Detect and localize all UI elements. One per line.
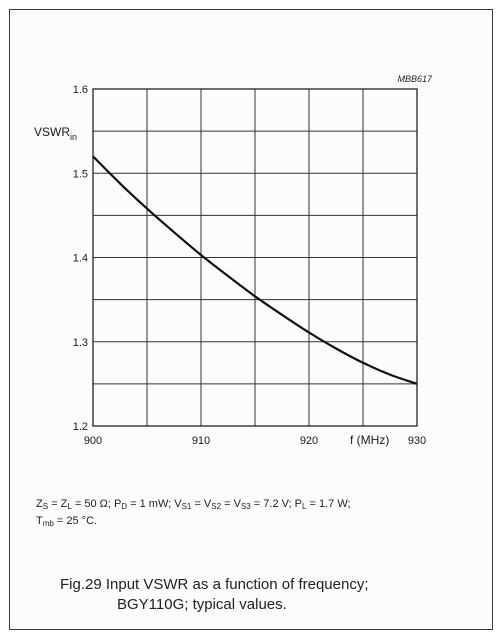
- x-tick-label: 900: [84, 435, 102, 447]
- x-tick-label: 910: [192, 435, 210, 447]
- figure-caption: Fig.29 Input VSWR as a function of frequ…: [60, 575, 480, 615]
- figure-code: MBB617: [397, 74, 433, 84]
- y-tick-label: 1.6: [73, 84, 88, 96]
- x-axis-label: f (MHz): [350, 433, 389, 447]
- y-axis-label-sub: in: [70, 132, 77, 142]
- conditions-line-2: Tmb = 25 °C.: [36, 515, 98, 528]
- y-tick-label: 1.2: [73, 421, 88, 433]
- y-tick-label: 1.4: [73, 253, 88, 265]
- y-tick-label: 1.3: [73, 337, 88, 349]
- conditions-line-1: ZS = ZL = 50 Ω; PD = 1 mW; VS1 = VS2 = V…: [36, 498, 351, 511]
- vswr-series-line: [92, 155, 418, 385]
- plot-area-border: [92, 88, 418, 427]
- test-conditions: ZS = ZL = 50 Ω; PD = 1 mW; VS1 = VS2 = V…: [36, 496, 476, 530]
- x-tick-label: 920: [300, 435, 318, 447]
- y-axis-label-main: VSWR: [34, 125, 70, 139]
- y-axis-label: VSWRin: [34, 125, 77, 142]
- caption-line-1: Fig.29 Input VSWR as a function of frequ…: [60, 576, 369, 593]
- caption-line-2: BGY110G; typical values.: [117, 596, 287, 613]
- x-tick-label: 930: [408, 435, 426, 447]
- figure-frame: [9, 9, 493, 630]
- y-tick-label: 1.5: [73, 168, 88, 180]
